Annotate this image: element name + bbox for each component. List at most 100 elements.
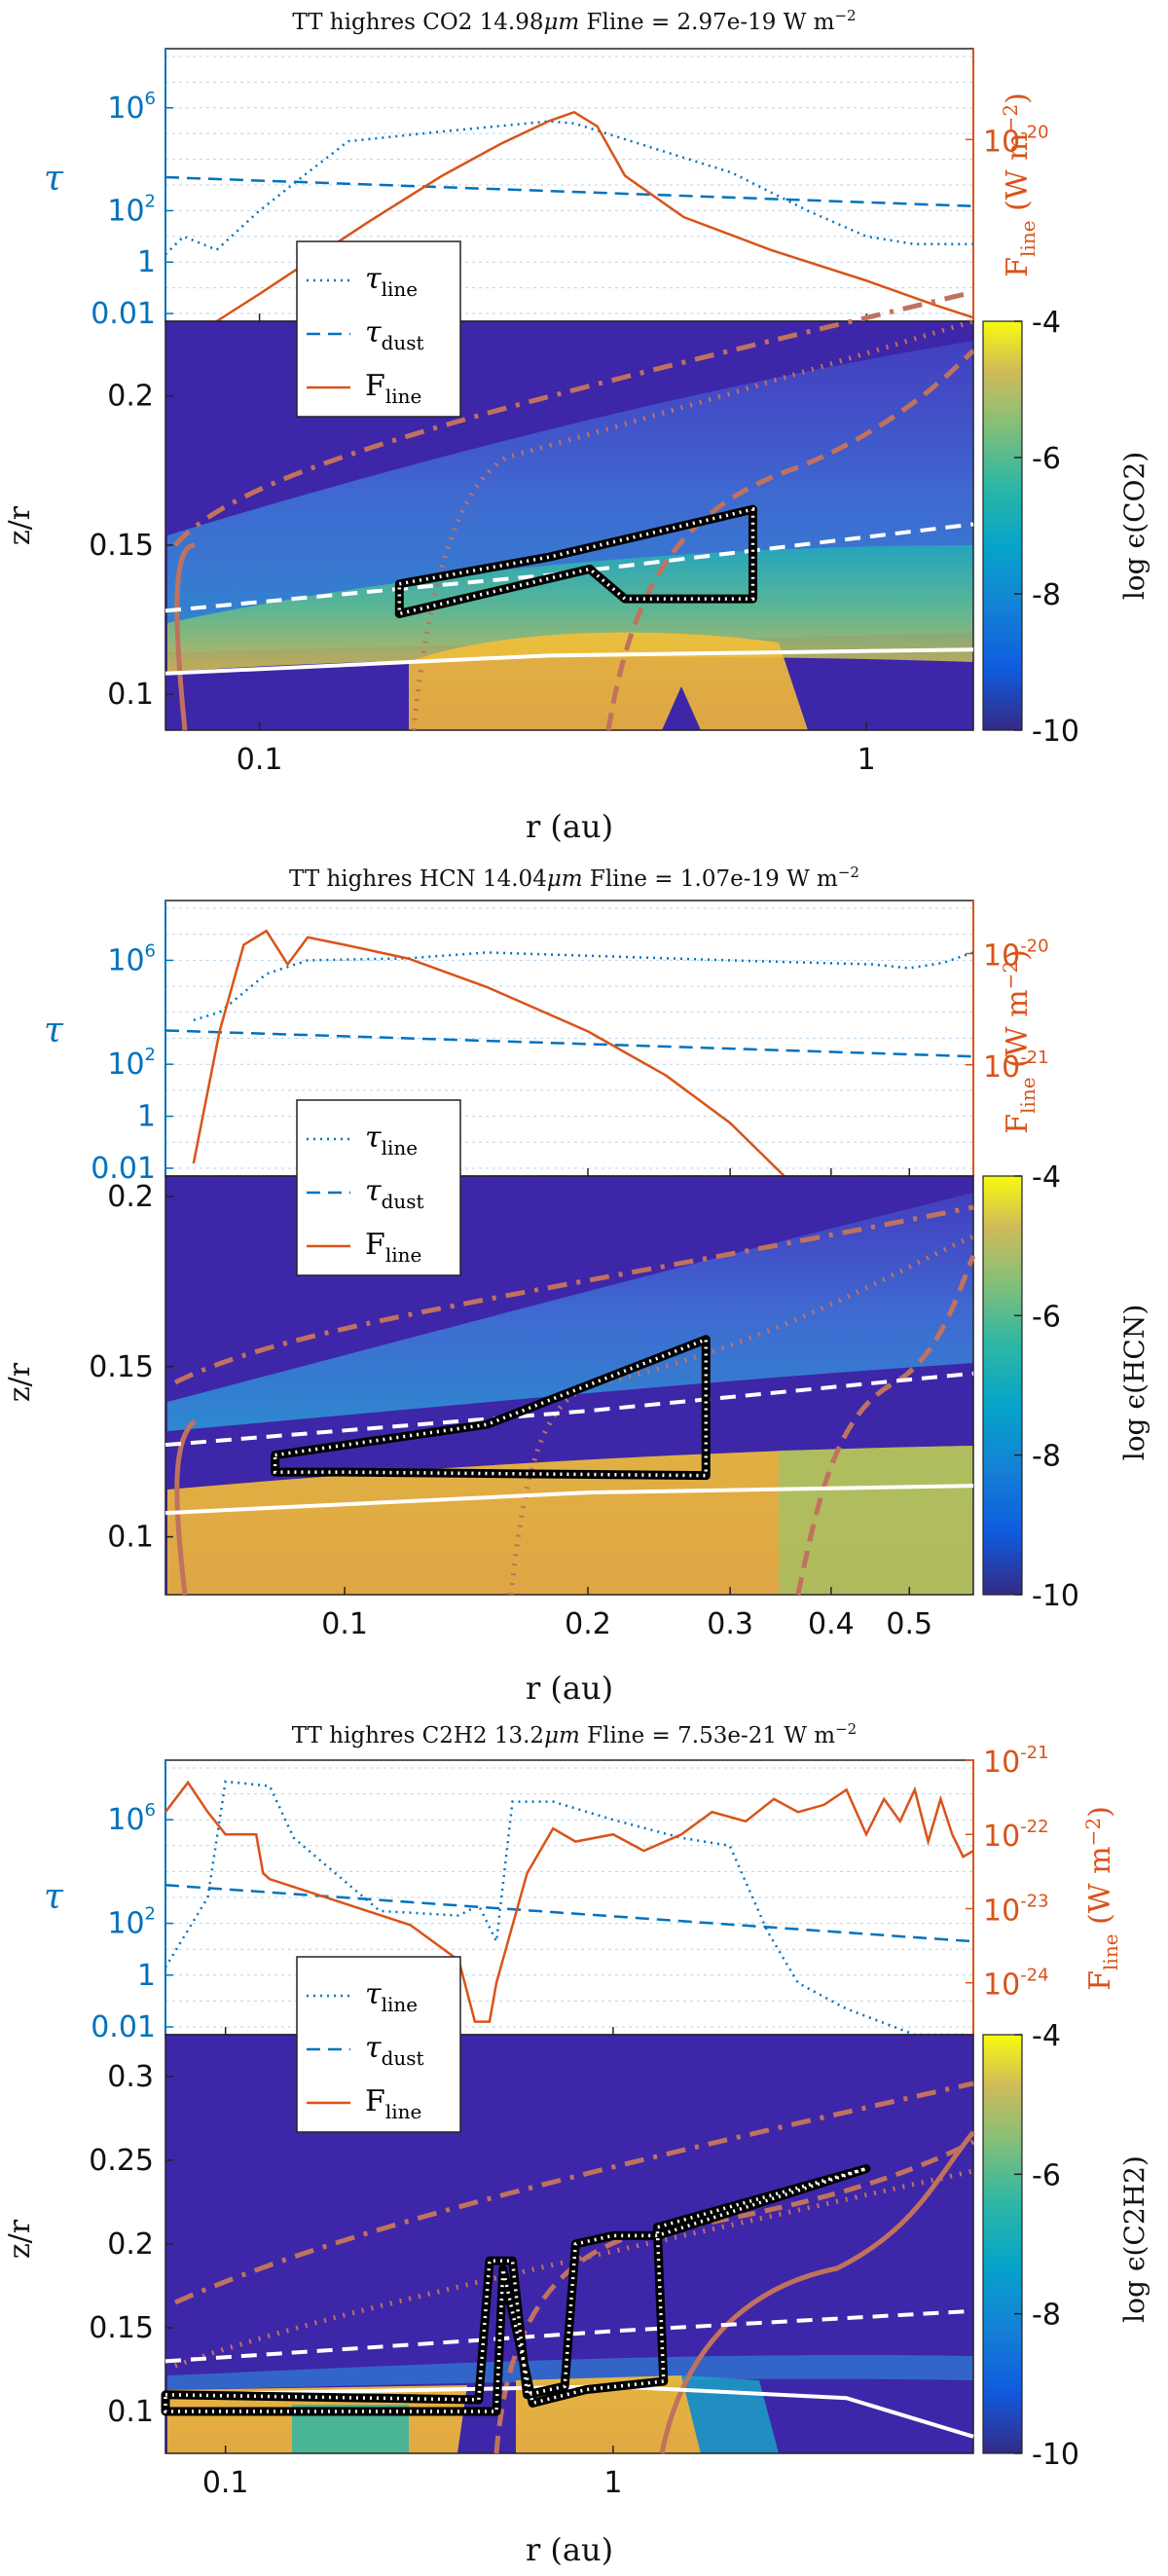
overlay-dashed-contour: [605, 349, 975, 731]
flux-line-series: [192, 929, 785, 1177]
map-y-tick-label: 0.15: [89, 529, 154, 563]
tau-axis-ticks: 0.01 1 102 106: [91, 901, 173, 1186]
map-y-axis-ticks: 0.1 0.15 0.2 0.25 0.3: [89, 2060, 173, 2429]
tau-tick-label: 1: [137, 1959, 156, 1993]
map-y-tick-label: 0.15: [89, 2311, 154, 2345]
colorbar-tick-label: -4: [1032, 306, 1061, 340]
tau-tick-label: 102: [107, 1904, 156, 1941]
x-tick-label: 0.1: [237, 743, 283, 777]
colorbar-tick-label: -8: [1032, 578, 1061, 612]
map-band: [167, 1446, 973, 1595]
tau-tick-label: 102: [107, 191, 156, 228]
flux-axis-ticks: 10-20: [966, 49, 1049, 321]
tau-tick-label: 106: [107, 89, 156, 126]
flux-line-series: [164, 1780, 974, 2023]
panel-c2h2: TT highres C2H2 13.2μm Fline = 7.53e-21 …: [3, 1720, 1150, 2568]
legend-label-flux: Fline: [365, 2084, 421, 2123]
map-y-tick-label: 0.1: [107, 678, 154, 712]
x-tick-label: 0.2: [565, 1607, 611, 1641]
tau-tick-label: 0.01: [91, 297, 156, 331]
overlay-dashdot-contour: [173, 289, 974, 547]
colorbar-tick-label: -4: [1032, 2019, 1061, 2053]
panel-title: TT highres C2H2 13.2μm Fline = 7.53e-21 …: [292, 1720, 857, 1748]
tau-dust-series: [164, 1884, 974, 1943]
legend-label-tau-dust: τdust: [365, 1174, 424, 1213]
colorbar: [982, 320, 1023, 731]
overlay-dashdot-contour: [173, 1204, 974, 1385]
flux-tick-label: 10-22: [983, 1817, 1049, 1854]
tau-line-series: [164, 1780, 964, 2037]
flux-axis-ticks: 10-21 10-20: [966, 901, 1049, 1176]
map-bottom-gap: [292, 2405, 409, 2453]
map-y-tick-label: 0.3: [107, 2060, 154, 2094]
map-y-axis-label: z/r: [3, 505, 37, 545]
flux-tick-label: 10-21: [983, 1743, 1049, 1780]
colorbar-tick-label: -8: [1032, 2299, 1061, 2333]
tau-tick-label: 1: [137, 245, 156, 279]
overlay-solid-contour: [174, 542, 196, 731]
tau-tick-label: 0.01: [91, 1152, 156, 1186]
colorbar-tick-label: -8: [1032, 1440, 1061, 1474]
map-y-tick-label: 0.1: [107, 2395, 154, 2429]
flux-axis-label: Fline (W m−2): [1081, 1806, 1122, 1991]
x-tick-label: 0.3: [707, 1607, 753, 1641]
overlay-dashed-contour: [795, 1254, 976, 1596]
flux-axis-label: Fline (W m−2): [999, 949, 1040, 1134]
overlay-solid-contour: [659, 2130, 975, 2454]
surface-line: [164, 647, 974, 676]
overlay-dotted-contour: [411, 318, 974, 731]
tau-axis-label: τ: [44, 1877, 64, 1917]
panel-hcn: TT highres HCN 14.04μm Fline = 1.07e-19 …: [3, 864, 1150, 1707]
x-tick-label: 0.4: [808, 1607, 855, 1641]
legend-label-flux: Fline: [365, 369, 421, 408]
overlay-dashdot-contour: [173, 2080, 974, 2305]
colorbar-tick-label: -10: [1032, 715, 1079, 749]
legend-label-tau-dust: τdust: [365, 2031, 424, 2070]
colorbar-tick-label: -6: [1032, 2158, 1061, 2192]
tau-dust-series: [164, 1029, 974, 1058]
flux-tick-label: 10-23: [983, 1891, 1049, 1928]
tau-tick-label: 0.01: [91, 2010, 156, 2044]
map-y-tick-label: 0.2: [107, 1180, 154, 1214]
overlay-solid-contour: [174, 1419, 197, 1596]
colorbar-tick-label: -10: [1032, 2438, 1079, 2472]
colorbar-ticks: -10 -8 -6 -4: [1014, 2019, 1079, 2472]
colorbar-tick-label: -4: [1032, 1160, 1061, 1195]
tau-axis-label: τ: [44, 1011, 64, 1050]
panel-title: TT highres CO2 14.98μm Fline = 2.97e-19 …: [292, 7, 856, 35]
tau-gridlines: [165, 55, 973, 314]
emitting-region-dots: [273, 1337, 709, 1478]
legend: τline τdust Fline: [296, 1956, 461, 2133]
legend-label-tau-line: τline: [365, 1121, 418, 1159]
tau-axis-ticks: 0.01 1 102 106: [91, 49, 173, 331]
map-thin-layer: [167, 2355, 973, 2390]
tau-gridlines: [165, 907, 973, 1169]
surface-line: [164, 1484, 974, 1516]
surface-line: [164, 2384, 974, 2439]
colorbar-label: log ϵ(HCN): [1118, 1305, 1150, 1461]
colorbar-label: log ϵ(CO2): [1118, 452, 1150, 600]
x-axis-label: r (au): [526, 808, 613, 845]
x-tick-label: 0.1: [202, 2466, 249, 2500]
map-y-axis-ticks: 0.1 0.15 0.2: [89, 1180, 173, 1555]
tau-gridlines: [165, 1767, 973, 2028]
map-axes-frame: [164, 1175, 974, 1596]
flux-line-series: [215, 110, 974, 323]
legend: τline τdust Fline: [296, 240, 461, 418]
x-tick-label: 0.1: [321, 1607, 368, 1641]
map-y-tick-label: 0.2: [107, 2227, 154, 2262]
emitting-region-dots: [164, 2166, 867, 2413]
flux-tick-label: 10-20: [983, 937, 1049, 974]
tau-tick-label: 106: [107, 1800, 156, 1837]
x-tick-label: 1: [603, 2466, 622, 2500]
tau-axis-label: τ: [44, 159, 64, 199]
legend: τline τdust Fline: [296, 1099, 461, 1276]
map-x-axis-ticks: 0.1 1: [202, 2027, 622, 2500]
legend-label-tau-line: τline: [365, 262, 418, 301]
map-wedge: [167, 1193, 973, 1431]
x-tick-label: 0.5: [886, 1607, 932, 1641]
colorbar: [982, 1175, 1023, 1596]
colorbar-ticks: -10 -8 -6 -4: [1014, 306, 1079, 749]
flux-axis-ticks: 10-24 10-23 10-22 10-21: [966, 1743, 1049, 2035]
